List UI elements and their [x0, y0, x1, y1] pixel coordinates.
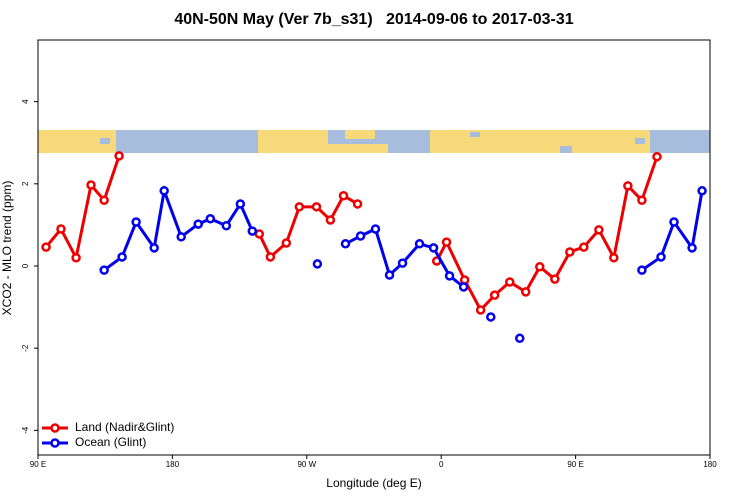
series-line	[44, 155, 659, 313]
y-tick-label: 2	[21, 181, 30, 186]
data-point	[458, 282, 469, 292]
data-point	[656, 252, 666, 262]
data-point	[397, 258, 408, 268]
data-point	[86, 180, 96, 190]
data-point	[428, 243, 439, 253]
x-tick-label: 180	[166, 460, 180, 469]
data-point	[475, 305, 486, 315]
data-point	[609, 253, 619, 263]
x-tick-label: 180	[703, 460, 717, 469]
data-point	[441, 237, 452, 247]
data-point	[489, 290, 500, 300]
data-point	[338, 190, 349, 201]
y-tick-label: -2	[21, 344, 30, 352]
data-point	[550, 274, 560, 284]
legend-label: Ocean (Glint)	[75, 435, 146, 449]
series-line	[103, 185, 704, 289]
x-tick-label: 90 E	[567, 460, 583, 469]
data-point	[594, 225, 604, 235]
legend-marker	[50, 423, 60, 433]
data-point	[370, 224, 381, 234]
legend-label: Land (Nadir&Glint)	[75, 420, 174, 434]
plot-frame	[37, 39, 711, 456]
data-point	[579, 242, 589, 252]
data-point	[652, 151, 662, 162]
map-strip	[38, 130, 710, 153]
data-point	[117, 252, 127, 262]
y-tick-label: 0	[21, 263, 30, 268]
data-point	[520, 287, 531, 297]
data-point	[41, 242, 51, 252]
data-point	[384, 270, 395, 280]
x-axis-label: Longitude (deg E)	[326, 476, 421, 490]
data-point	[131, 217, 141, 227]
data-point	[444, 271, 455, 281]
chart-title: 40N-50N May (Ver 7b_s31) 2014-09-06 to 2…	[174, 11, 573, 28]
data-point	[159, 186, 169, 196]
x-tick-label: 90 E	[30, 460, 46, 469]
data-point	[355, 231, 366, 241]
data-point	[697, 186, 707, 196]
data-point	[205, 213, 216, 224]
data-point	[623, 181, 633, 191]
data-point	[294, 202, 305, 212]
y-axis-label: XCO2 - MLO trend (ppm)	[0, 181, 14, 316]
data-point	[235, 199, 246, 209]
data-point	[99, 195, 109, 205]
data-point	[669, 217, 679, 227]
data-point	[311, 202, 322, 212]
data-point	[352, 199, 363, 209]
data-point	[535, 262, 545, 272]
x-tick-label: 0	[439, 460, 444, 469]
x-tick-label: 90 W	[297, 460, 316, 469]
data-point	[149, 243, 159, 253]
y-tick-label: -4	[21, 426, 30, 434]
data-point	[71, 253, 81, 263]
data-point	[265, 252, 276, 262]
data-point	[486, 312, 496, 322]
data-point	[176, 232, 186, 242]
data-point	[114, 151, 124, 161]
data-point	[637, 265, 647, 275]
y-tick-label: 4	[21, 99, 30, 104]
data-point	[312, 259, 323, 269]
data-point	[340, 239, 351, 249]
data-point	[325, 215, 336, 225]
data-point	[687, 243, 697, 253]
legend-marker	[50, 438, 60, 448]
data-point	[221, 220, 232, 231]
data-point	[565, 247, 575, 257]
data-point	[514, 333, 525, 344]
data-point	[247, 226, 258, 236]
data-point	[56, 224, 66, 234]
data-point	[281, 238, 292, 248]
data-point	[193, 219, 203, 229]
data-point	[637, 195, 647, 205]
data-point	[414, 239, 425, 249]
data-point	[99, 265, 109, 275]
data-point	[504, 277, 515, 287]
